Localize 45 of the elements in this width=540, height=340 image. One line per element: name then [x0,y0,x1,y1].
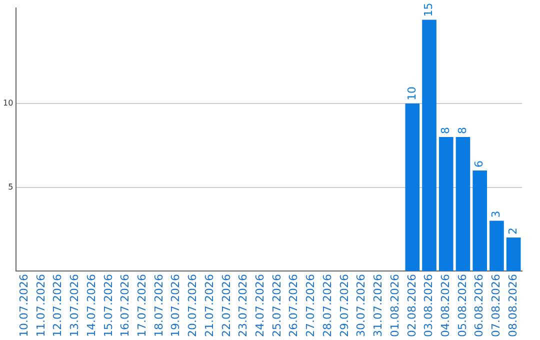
x-tick-label: 19.07.2026 [169,274,182,338]
x-tick-label: 08.08.2026 [506,274,520,338]
x-tick-label: 21.07.2026 [202,274,216,338]
x-tick-label: 27.07.2026 [304,274,318,338]
x-tick-label: 01.08.2026 [388,274,402,338]
data-label: 15 [422,2,436,17]
data-label: 2 [506,228,520,235]
x-tick-label: 12.07.2026 [51,274,64,338]
x-tick-label: 02.08.2026 [405,274,418,338]
x-tick-label: 24.07.2026 [254,274,267,338]
x-tick-label: 11.07.2026 [34,274,48,338]
x-tick-label: 31.07.2026 [372,274,385,338]
data-label: 3 [490,210,503,218]
data-label: 10 [405,86,418,100]
x-tick-label: 03.08.2026 [422,274,436,338]
x-tick-label: 06.08.2026 [472,274,486,338]
x-tick-label: 14.07.2026 [84,274,98,338]
y-tick-label: 5 [8,182,14,192]
x-tick-label: 20.07.2026 [186,274,200,338]
bar [438,136,454,272]
bar [456,136,470,272]
x-tick-label: 30.07.2026 [354,274,368,338]
x-tick-label: 04.08.2026 [438,274,452,338]
bar [506,238,521,272]
bar [490,220,504,272]
x-tick-label: 16.07.2026 [118,274,132,338]
data-label: 8 [438,126,452,134]
data-label: 8 [456,126,469,134]
x-tick-label: 17.07.2026 [135,274,148,338]
bar [422,20,436,272]
x-tick-label: 26.07.2026 [287,274,300,338]
x-tick-label: 23.07.2026 [236,274,250,338]
data-label: 6 [472,160,486,168]
x-tick-label: 25.07.2026 [270,274,284,338]
x-tick-label: 28.07.2026 [320,274,334,338]
x-tick-label: 05.08.2026 [456,274,469,338]
x-tick-label: 29.07.2026 [338,274,351,338]
x-tick-label: 15.07.2026 [102,274,115,338]
x-tick-label: 07.08.2026 [490,274,503,338]
x-tick-label: 22.07.2026 [220,274,233,338]
bar [472,170,488,272]
x-tick-label: 18.07.2026 [152,274,166,338]
bar [405,103,420,272]
x-tick-label: 13.07.2026 [68,274,82,338]
x-tick-label: 10.07.2026 [17,274,30,338]
